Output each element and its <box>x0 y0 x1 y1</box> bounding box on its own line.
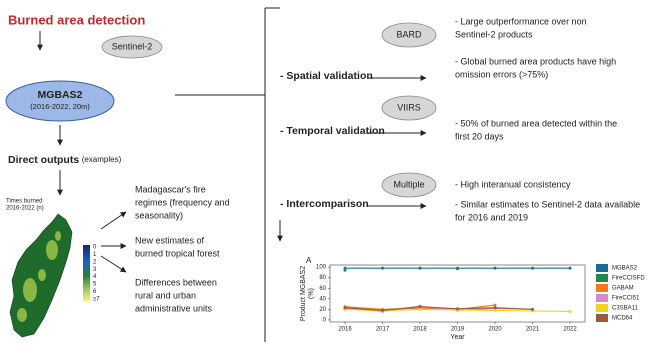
page: { "left": { "title": "Burned area detect… <box>0 0 650 346</box>
direct-outputs-note: (examples) <box>82 155 122 164</box>
y-axis-label: Product MGBAS2 <box>300 266 307 321</box>
x-axis-label: Year <box>450 334 465 341</box>
x-tick-label: 2021 <box>526 327 540 333</box>
legend-label: MCD64 <box>612 316 633 322</box>
source-label: VIIRS <box>397 102 421 112</box>
y-tick-label: 60 <box>319 286 326 292</box>
colorbar-label: 5 <box>93 282 97 288</box>
output-text: rural and urban <box>135 290 196 300</box>
finding-text: first 20 days <box>455 131 504 141</box>
y-axis-label: (%) <box>308 288 315 299</box>
body: Burned area detection Sentinel-2 MGBAS2 … <box>0 0 650 346</box>
x-tick-label: 2018 <box>413 327 427 333</box>
source-label: BARD <box>396 29 422 39</box>
finding-text: Sentinel-2 products <box>455 29 533 39</box>
output-text: regimes (frequency and <box>135 197 230 207</box>
finding-text: - Global burned area products have high <box>455 56 616 66</box>
outputs: Madagascar's fire regimes (frequency and s… <box>135 184 230 313</box>
point <box>344 269 347 272</box>
output-text: New estimates of <box>135 235 205 245</box>
x-tick-label: 2019 <box>451 327 465 333</box>
point <box>419 267 422 270</box>
y-tick-label: 100 <box>316 265 327 271</box>
title: Burned area detection <box>8 12 145 27</box>
legend-swatch <box>596 304 608 312</box>
colorbar-label: 3 <box>93 267 97 273</box>
point <box>344 306 347 309</box>
arrow <box>101 212 126 229</box>
legend-label: MGBAS2 <box>612 266 638 272</box>
validations: - Spatial validation BARD - Large outperfo… <box>280 16 640 222</box>
legend-label: FireCCISFD <box>612 276 645 282</box>
y-tick-label: 40 <box>319 296 326 302</box>
legend-swatch <box>596 294 608 302</box>
validation-label: - Intercomparison <box>280 198 369 210</box>
finding-text: - High interanual consistency <box>455 179 571 189</box>
legend-swatch <box>596 264 608 272</box>
product-name: MGBAS2 <box>38 89 83 101</box>
legend-label: FireCCI51 <box>612 296 640 302</box>
point <box>494 306 497 309</box>
arrow <box>101 256 126 272</box>
legend-swatch <box>596 314 608 322</box>
direct-outputs-label: Direct outputs <box>8 154 79 166</box>
point <box>456 307 459 310</box>
x-tick-label: 2017 <box>376 327 390 333</box>
direct-outputs: Direct outputs (examples) <box>8 154 122 166</box>
point <box>419 305 422 308</box>
point <box>569 310 572 313</box>
output-text: Madagascar's fire <box>135 184 206 194</box>
x-tick-label: 2016 <box>338 327 352 333</box>
colorbar-label: 1 <box>93 252 97 258</box>
point <box>381 267 384 270</box>
colorbar-label: 0 <box>93 245 97 251</box>
point <box>494 304 497 307</box>
finding-text: - Large outperformance over non <box>455 16 587 26</box>
figure: Burned area detection Sentinel-2 MGBAS2 … <box>0 0 650 346</box>
inset-chart: A 0 20 40 60 80 100 2016 2017 2018 2019 2020 2021 202… <box>300 256 645 341</box>
colorbar-label: 6 <box>93 289 97 295</box>
output-text: burned tropical forest <box>135 248 220 258</box>
product-detail: (2016-2022, 20m) <box>30 102 90 111</box>
map-title: Times burned <box>6 199 42 205</box>
x-tick-label: 2022 <box>563 327 577 333</box>
point <box>531 308 534 311</box>
colorbar-label: ≥7 <box>93 296 100 302</box>
plot-area <box>330 265 585 322</box>
colorbar <box>83 245 90 301</box>
finding-text: - Similar estimates to Sentinel-2 data a… <box>455 199 640 209</box>
validation-label: - Spatial validation <box>280 70 373 82</box>
x-tick-label: 2020 <box>488 327 502 333</box>
source-label: Multiple <box>393 179 424 189</box>
legend-label: GABAM <box>612 286 634 292</box>
y-tick-label: 0 <box>323 317 327 323</box>
colorbar-labels: 012 34 56≥7 <box>93 245 100 303</box>
panel-label: A <box>306 256 312 265</box>
legend-label: C3SBA11 <box>612 306 639 312</box>
point <box>494 267 497 270</box>
y-tick-label: 20 <box>319 307 326 313</box>
point <box>381 309 384 312</box>
point <box>419 308 422 311</box>
legend-swatch <box>596 284 608 292</box>
output-text: Differences between <box>135 277 217 287</box>
finding-text: - 50% of burned area detected within the <box>455 118 617 128</box>
colorbar-label: 4 <box>93 274 97 280</box>
sentinel-label: Sentinel-2 <box>112 41 153 51</box>
output-text: administrative units <box>135 303 213 313</box>
finding-text: omission errors (>75%) <box>455 69 548 79</box>
point <box>456 267 459 270</box>
legend-swatch <box>596 274 608 282</box>
output-text: seasonality) <box>135 210 183 220</box>
point <box>531 267 534 270</box>
y-tick-label: 80 <box>319 275 326 281</box>
validation-label: - Temporal validation <box>280 125 385 137</box>
finding-text: for 2016 and 2019 <box>455 212 528 222</box>
point <box>569 267 572 270</box>
point <box>494 309 497 312</box>
map-title: 2016-2022 (n) <box>6 206 44 212</box>
colorbar-label: 2 <box>93 259 97 265</box>
